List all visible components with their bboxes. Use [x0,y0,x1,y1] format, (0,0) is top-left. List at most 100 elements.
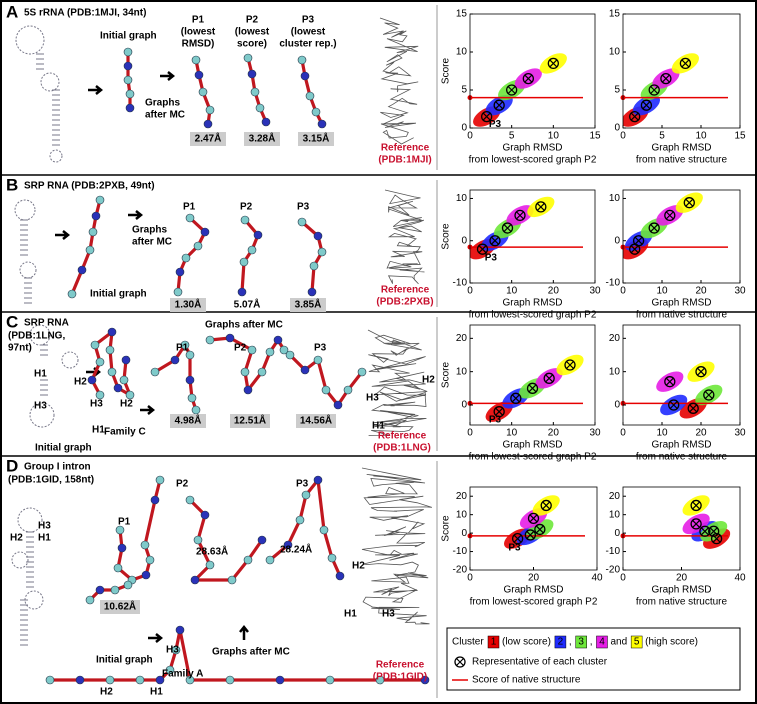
cluster-representative [511,532,524,545]
rmsd: 1.30Å [175,298,202,311]
graph-node [121,355,131,365]
rep-cross [511,394,520,403]
label: Family A [162,669,203,680]
label: P3 [314,343,327,354]
rep-ring [514,209,526,222]
label: P2 [234,343,247,354]
rep-ring [534,523,546,536]
graph-node [300,71,310,81]
panel-letter: B [6,175,18,194]
rep-ring [540,499,552,512]
cluster-representative [476,243,489,255]
rep-cross [650,86,659,94]
rmsd: 4.98Å [175,414,202,427]
reference-structure [379,17,419,145]
legend-swatch-label: 5 [634,637,640,648]
x-axis-label: Graph RMSD [651,585,711,596]
label: Graphs after MC [212,647,290,658]
reference: (PDB:1GID) [373,672,427,683]
reference: Reference [381,143,430,154]
label: Initial graph [100,31,157,42]
x-axis-label: Graph RMSD [502,143,562,154]
rep-ring [501,222,514,234]
rep-ring [699,525,711,537]
graph-node [140,540,150,550]
cluster-representative [522,72,534,85]
reference: (PDB:1MJI) [378,155,431,166]
graph-node [243,53,253,63]
helix: H2 [352,561,365,572]
graph-node [175,625,185,635]
graph-edge [116,479,162,582]
x-axis-sublabel: from lowest-scored graph P2 [469,452,597,463]
helix: H2 [74,377,87,388]
rep-cross [665,377,674,386]
graph-node [171,645,181,655]
graph-node [247,245,257,255]
cluster-representative [690,518,702,530]
rep-ring [648,222,660,234]
graph-node [297,55,307,65]
graph-node [333,400,343,410]
graph-node [175,267,185,277]
helix: H1 [344,609,357,620]
legend-swatch [487,635,500,649]
rep-ring [664,209,676,222]
graph-node [319,525,329,535]
plot-area [470,354,584,422]
annotation: P3 [485,252,498,263]
y-tick-label: 10 [456,366,468,377]
loop [14,199,36,221]
y-tick-label: 20 [609,333,621,344]
y-tick-label: 10 [456,47,468,58]
panel-title: (PDB:1GID, 158nt) [8,475,94,486]
label: Graphs [132,225,167,236]
label: Graphs after MC [205,320,283,331]
x-tick-label: 30 [589,286,601,297]
y-tick-label: 0 [614,528,620,539]
helix: H2 [422,375,435,386]
rep-cross [536,202,545,211]
rep-ring [510,392,522,404]
legend-label: , [569,637,572,648]
graph-node [105,345,115,355]
graph-node [375,675,385,685]
graph-node [155,475,165,485]
cluster-representative [534,523,546,536]
label: Graphs [145,98,180,109]
x-tick-label: 0 [467,428,473,439]
rep-cross [478,245,487,254]
label: P1 [118,517,131,528]
x-tick-label: 10 [656,286,668,297]
rmsd-box [230,414,270,428]
graph-node [87,375,97,385]
rep-cross [495,407,504,416]
arrow [140,405,156,415]
rep-cross [697,367,705,376]
rep-ring [632,235,645,247]
rep-ring [640,99,653,111]
helix: H1 [92,425,105,436]
rep-cross [630,245,639,254]
y-tick-label: 10 [609,193,621,204]
y-tick-label: 0 [461,123,467,134]
label: P2 [240,202,253,213]
graph-node [327,553,337,563]
graph-node [155,675,165,685]
graph-node [283,540,293,550]
reference-structure [361,467,433,625]
reference: Reference [378,431,427,442]
y-tick-label: -20 [606,565,621,576]
graph-node [185,350,195,360]
x-axis-sublabel: from native structure [636,452,728,463]
rep-ring [690,499,702,512]
rep-ring [526,382,539,394]
rep-ring [535,201,547,213]
graph-node [85,595,95,605]
graph-node [123,75,133,85]
